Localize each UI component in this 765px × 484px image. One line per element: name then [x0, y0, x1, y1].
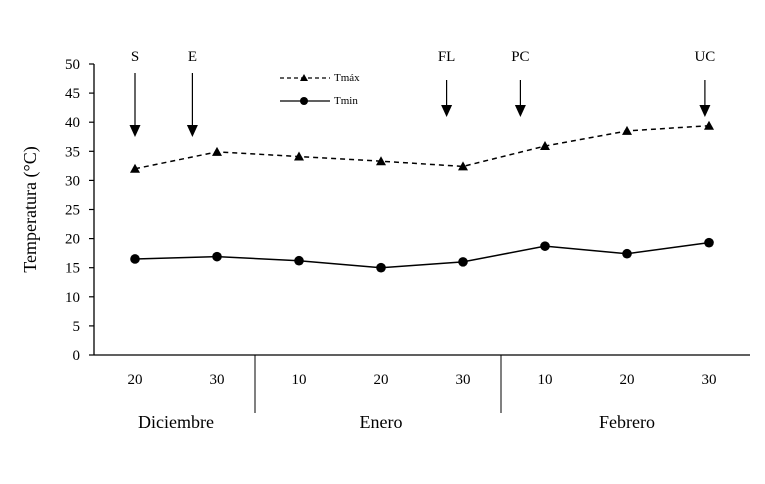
stage-label: S — [131, 49, 139, 65]
x-tick-label: 20 — [128, 372, 143, 388]
data-point — [458, 161, 468, 171]
y-tick-label: 30 — [65, 173, 80, 189]
legend-marker — [300, 97, 308, 105]
legend-label: Tmáx — [334, 72, 360, 84]
data-point — [622, 125, 632, 135]
stage-annotation: FL — [438, 49, 456, 117]
y-tick-label: 20 — [65, 232, 80, 248]
stage-annotation: S — [129, 49, 141, 137]
data-point — [294, 151, 304, 161]
x-tick-label: 10 — [292, 372, 307, 388]
legend-entry: Tmáx — [280, 72, 360, 84]
data-point — [130, 163, 140, 173]
series-line — [134, 124, 710, 170]
stage-label: UC — [694, 49, 715, 65]
y-tick-label: 15 — [65, 261, 80, 277]
series-tmin — [130, 237, 714, 273]
data-point — [704, 120, 714, 130]
data-point — [212, 146, 222, 156]
data-series — [130, 120, 714, 273]
y-tick-label: 25 — [65, 203, 80, 219]
x-tick-label: 10 — [538, 372, 553, 388]
data-point — [458, 257, 468, 267]
x-tick-label: 30 — [210, 372, 225, 388]
legend-label: Tmin — [334, 95, 358, 107]
axes: 0 5 10 15 20 25 30 35 40 45 50 Temperatura (°C) 20 30… — [20, 57, 750, 432]
stage-annotation: E — [186, 49, 198, 137]
stage-arrow-head — [699, 105, 711, 117]
data-point — [704, 237, 714, 248]
stage-annotation: UC — [694, 49, 715, 117]
stage-arrow-head — [129, 125, 141, 137]
y-tick-label: 40 — [65, 115, 80, 131]
data-point — [540, 141, 550, 151]
data-point — [540, 241, 550, 251]
y-tick-label: 35 — [65, 144, 80, 160]
data-point — [212, 251, 222, 262]
data-point — [622, 248, 632, 259]
y-tick-label: 10 — [65, 290, 80, 306]
x-tick-label: 20 — [374, 372, 389, 388]
stage-label: FL — [438, 49, 456, 65]
legend: Tmáx Tmin — [280, 72, 360, 107]
stage-label: PC — [511, 49, 529, 65]
y-tick-label: 50 — [65, 57, 80, 73]
x-tick-label: 30 — [456, 372, 471, 388]
y-tick-label: 0 — [73, 348, 81, 364]
x-tick-label: 20 — [620, 372, 635, 388]
data-point — [376, 156, 386, 166]
y-tick-label: 45 — [65, 86, 80, 102]
x-tick-label: 30 — [702, 372, 717, 388]
data-point — [294, 255, 304, 266]
month-label: Febrero — [599, 412, 655, 432]
series-line — [134, 241, 710, 269]
month-label: Enero — [360, 412, 403, 432]
stage-label: E — [188, 49, 197, 65]
stage-arrow-head — [441, 105, 453, 117]
legend-entry: Tmin — [280, 95, 358, 107]
series-tmax — [130, 120, 714, 173]
month-label: Diciembre — [138, 412, 214, 432]
stage-arrow-head — [514, 105, 526, 117]
y-tick-label: 5 — [73, 319, 81, 335]
stage-arrow-head — [186, 125, 198, 137]
stage-annotations: S E FL PC UC — [129, 49, 715, 137]
data-point — [130, 254, 140, 264]
data-point — [376, 262, 386, 273]
legend-marker — [300, 74, 308, 81]
y-axis-title: Temperatura (°C) — [20, 146, 41, 272]
stage-annotation: PC — [511, 49, 530, 117]
